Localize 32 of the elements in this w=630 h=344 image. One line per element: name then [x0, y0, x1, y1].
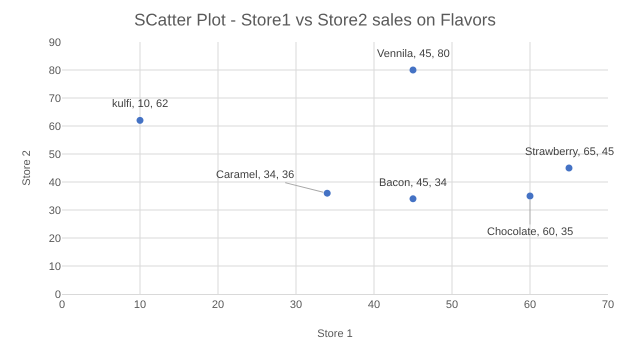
- data-label: Caramel, 34, 36: [216, 169, 294, 181]
- data-label: Strawberry, 65, 45: [525, 146, 614, 158]
- point: [410, 66, 416, 74]
- data-label: Bacon, 45, 34: [379, 177, 447, 189]
- y-tick-label: 50: [48, 148, 61, 161]
- data-label: Chocolate, 60, 35: [487, 226, 574, 238]
- x-tick-label: 50: [446, 299, 458, 312]
- x-tick-label: 20: [212, 299, 224, 312]
- point: [526, 192, 534, 200]
- x-axis-title: Store 1: [317, 328, 353, 340]
- y-tick-label: 80: [48, 64, 61, 77]
- x-tick-label: 70: [602, 299, 614, 312]
- y-tick-label: 90: [48, 36, 61, 49]
- x-tick-label: 10: [134, 299, 146, 312]
- y-axis-title: Store 2: [21, 150, 33, 186]
- y-tick-label: 30: [48, 204, 61, 217]
- chart-title: SCatter Plot - Store1 vs Store2 sales on Flavors: [134, 10, 496, 30]
- y-tick-label: 60: [48, 120, 61, 133]
- point: [566, 164, 572, 172]
- y-tick-label: 0: [54, 288, 61, 301]
- point: [410, 195, 416, 202]
- y-tick-label: 70: [48, 92, 61, 105]
- x-tick-label: 40: [368, 299, 380, 312]
- y-tick-label: 10: [48, 260, 61, 273]
- x-tick-label: 30: [290, 299, 302, 312]
- data-label: kulfi, 10, 62: [112, 98, 168, 110]
- point: [136, 116, 144, 124]
- y-tick-label: 40: [48, 176, 61, 189]
- data-label: Vennila, 45, 80: [377, 48, 450, 60]
- point: [324, 190, 331, 197]
- x-tick-label: 60: [524, 299, 536, 312]
- y-tick-label: 20: [48, 232, 61, 245]
